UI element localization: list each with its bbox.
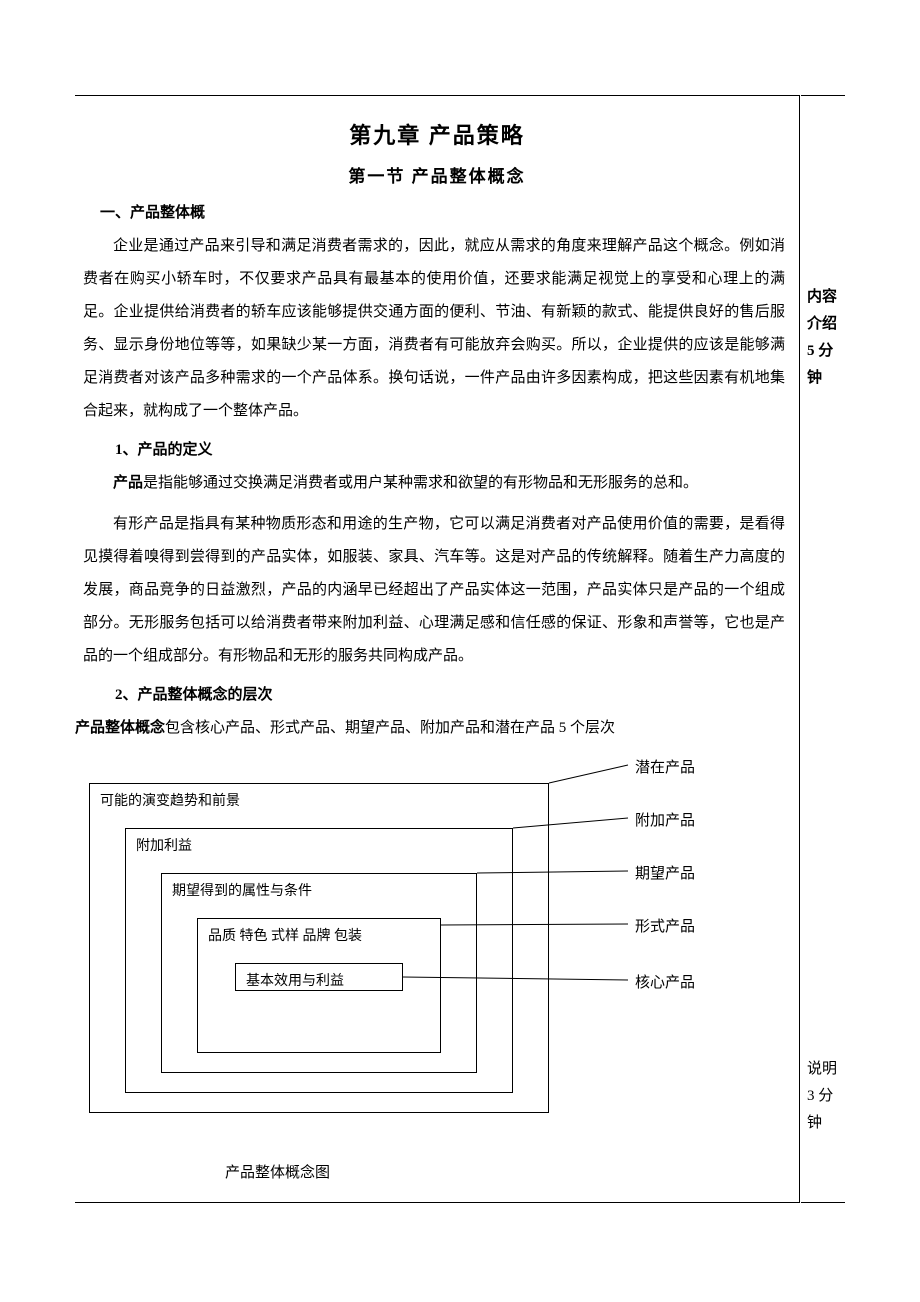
keyword-whole-product: 产品整体概念 (75, 720, 165, 736)
diagram-box-4: 基本效用与利益 (235, 963, 403, 991)
diagram-label-2: 期望产品 (635, 862, 695, 883)
diagram-label-0: 潜在产品 (635, 756, 695, 777)
chapter-title: 第九章 产品策略 (75, 118, 799, 150)
paragraph-tangible: 有形产品是指具有某种物质形态和用途的生产物，它可以满足消费者对产品使用价值的需要… (75, 508, 799, 673)
paragraph-levels: 产品整体概念包含核心产品、形式产品、期望产品、附加产品和潜在产品 5 个层次 (75, 712, 799, 745)
diagram-caption: 产品整体概念图 (225, 1161, 799, 1182)
diagram-label-1: 附加产品 (635, 809, 695, 830)
heading-levels: 2、产品整体概念的层次 (115, 683, 799, 704)
paragraph-definition: 产品是指能够通过交换满足消费者或用户某种需求和欲望的有形物品和无形服务的总和。 (75, 467, 799, 500)
diagram-label-3: 形式产品 (635, 915, 695, 936)
side-column: 内容介绍5 分钟说明3 分钟 (801, 95, 845, 1203)
side-note-1: 说明3 分钟 (807, 1056, 841, 1137)
page-frame: 第九章 产品策略 第一节 产品整体概念 一、产品整体概 企业是通过产品来引导和满… (75, 95, 845, 1203)
section-title: 第一节 产品整体概念 (75, 162, 799, 187)
product-concept-diagram: 可能的演变趋势和前景附加利益期望得到的属性与条件品质 特色 式样 品牌 包装基本… (75, 753, 795, 1143)
heading-1: 一、产品整体概 (100, 201, 799, 222)
paragraph-intro: 企业是通过产品来引导和满足消费者需求的，因此，就应从需求的角度来理解产品这个概念… (75, 230, 799, 428)
heading-definition: 1、产品的定义 (115, 438, 799, 459)
side-note-0: 内容介绍5 分钟 (807, 284, 841, 392)
levels-text: 包含核心产品、形式产品、期望产品、附加产品和潜在产品 5 个层次 (165, 720, 615, 736)
main-column: 第九章 产品策略 第一节 产品整体概念 一、产品整体概 企业是通过产品来引导和满… (75, 95, 800, 1203)
diagram-label-4: 核心产品 (635, 971, 695, 992)
definition-text: 是指能够通过交换满足消费者或用户某种需求和欲望的有形物品和无形服务的总和。 (143, 475, 698, 491)
keyword-product: 产品 (113, 475, 143, 491)
